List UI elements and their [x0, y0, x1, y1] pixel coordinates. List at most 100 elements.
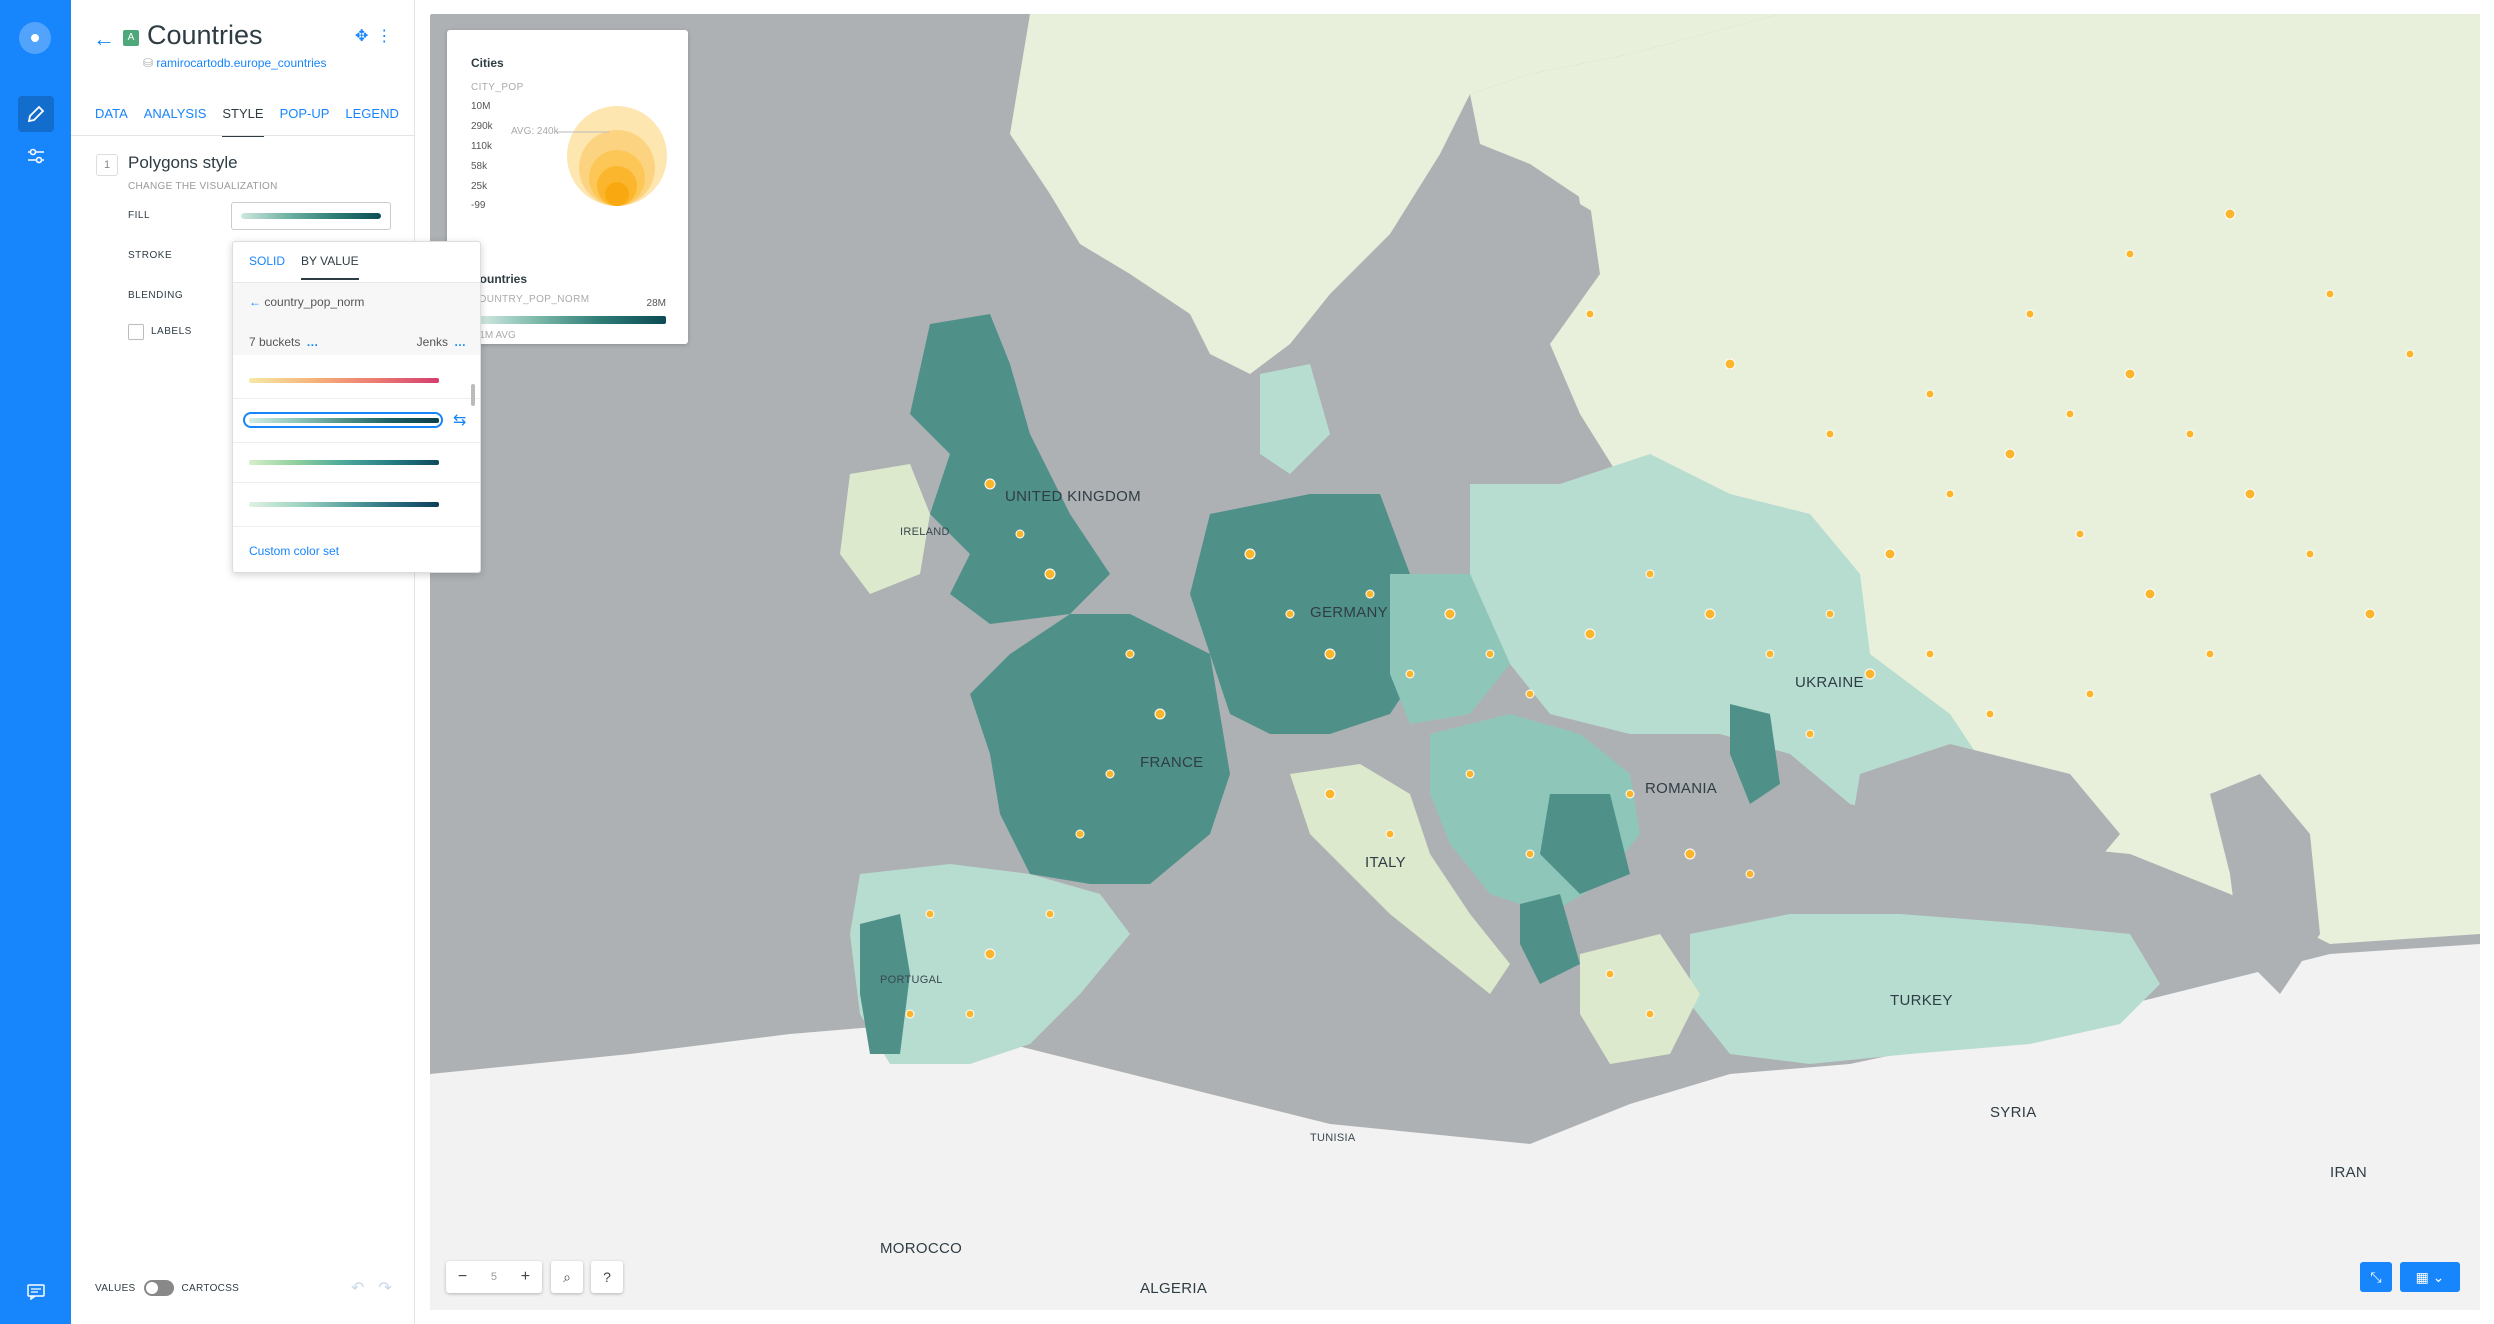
search-icon[interactable]: ⌕: [551, 1261, 583, 1293]
map-svg: [430, 14, 2480, 1310]
map-legend: Cities CITY_POP 10M 290k 110k 58k 25k -9…: [447, 30, 688, 344]
country-turkey: [1690, 914, 2160, 1064]
buckets-selector[interactable]: 7 buckets…: [249, 335, 318, 349]
ramp-divider: [233, 398, 480, 399]
country-moldova: [1730, 704, 1780, 804]
section-title: Polygons style: [128, 153, 238, 172]
scrollbar[interactable]: [471, 384, 475, 406]
country-spain: [850, 864, 1130, 1064]
legend-countries-avg: 1.1M AVG: [471, 330, 516, 341]
color-ramp-option[interactable]: [249, 378, 439, 383]
legend-countries-title: Countries: [471, 272, 528, 286]
fill-ramp-input[interactable]: [231, 202, 391, 230]
sliders-icon[interactable]: [18, 138, 54, 174]
legend-cities-field: CITY_POP: [471, 82, 524, 93]
fill-ramp-preview: [241, 213, 381, 219]
back-arrow-icon[interactable]: ←: [93, 26, 115, 51]
attribute-selector[interactable]: ← country_pop_norm: [249, 295, 364, 309]
fill-label: FILL: [128, 210, 151, 221]
attribute-name: country_pop_norm: [264, 295, 365, 309]
help-icon[interactable]: ?: [591, 1261, 623, 1293]
land-finland: [1570, 44, 1830, 244]
caspian-sea: [2210, 774, 2320, 994]
tab-style[interactable]: STYLE: [222, 106, 264, 137]
redo-icon[interactable]: ↷: [378, 1280, 406, 1297]
legend-value: 10M: [471, 101, 491, 112]
more-icon: …: [454, 335, 466, 349]
map-canvas[interactable]: UNITED KINGDOM IRELAND FRANCE GERMANY IT…: [430, 14, 2480, 1310]
map-label-ukraine: UKRAINE: [1795, 674, 1864, 691]
black-sea: [1850, 744, 2120, 904]
back-arrow-icon: ←: [249, 295, 265, 309]
layer-title[interactable]: Countries: [147, 20, 263, 50]
selected-ramp-outline: [243, 412, 443, 428]
country-france: [970, 614, 1230, 884]
zoom-out-button[interactable]: −: [457, 1268, 468, 1285]
tab-analysis[interactable]: ANALYSIS: [143, 106, 207, 121]
country-greece: [1580, 934, 1700, 1064]
legend-countries-field: COUNTRY_POP_NORM: [471, 294, 590, 305]
labels-checkbox[interactable]: [128, 324, 144, 340]
map-label-algeria: ALGERIA: [1140, 1280, 1208, 1297]
method-label: Jenks: [416, 335, 448, 349]
country-ireland: [840, 464, 930, 594]
country-portugal: [860, 914, 910, 1054]
land-east: [1470, 14, 2480, 944]
map-label-ireland: IRELAND: [900, 526, 950, 538]
legend-value: -99: [471, 200, 486, 211]
custom-color-set-link[interactable]: Custom color set: [249, 544, 340, 558]
more-options-icon[interactable]: ⋮: [376, 28, 401, 45]
country-denmark: [1260, 364, 1330, 474]
map-label-germany: GERMANY: [1310, 604, 1388, 621]
pencil-icon[interactable]: [18, 96, 54, 132]
swap-icon[interactable]: ⇆: [453, 412, 467, 429]
blending-label: BLENDING: [128, 290, 184, 301]
dropdown-tabs: SOLID BY VALUE: [249, 254, 359, 280]
carto-logo-icon[interactable]: [19, 22, 51, 54]
zoom-level: 5: [490, 1271, 498, 1283]
method-selector[interactable]: Jenks …: [417, 335, 466, 349]
ramp-divider: [233, 526, 480, 527]
step-number: 1: [96, 154, 118, 176]
left-rail: [0, 0, 71, 1324]
tab-legend[interactable]: LEGEND: [345, 106, 399, 121]
tabs-divider: [71, 135, 414, 136]
fill-color-dropdown: SOLID BY VALUE ← country_pop_norm 7 buck…: [232, 241, 481, 573]
map-label-syria: SYRIA: [1990, 1104, 2037, 1121]
legend-countries-max: 28M: [646, 298, 666, 309]
ramp-divider: [233, 442, 480, 443]
map-label-turkey: TURKEY: [1890, 992, 1953, 1009]
land-south: [430, 944, 2480, 1310]
buckets-label: 7 buckets: [249, 335, 301, 349]
country-light-east: [1470, 454, 1990, 824]
city-points: [905, 208, 2415, 1019]
header-actions: ✥⋮: [355, 26, 400, 46]
table-view-button[interactable]: ▦ ⌄: [2400, 1262, 2460, 1292]
color-ramp-option[interactable]: [249, 502, 439, 507]
values-label: VALUES: [95, 1282, 136, 1294]
color-ramp-option-selected[interactable]: [249, 418, 439, 423]
tab-data[interactable]: DATA: [95, 106, 128, 121]
stroke-label: STROKE: [128, 250, 173, 261]
country-uk: [910, 314, 1110, 624]
style-panel: ← A Countries ramirocartodb.europe_count…: [71, 0, 415, 1324]
layer-source-link[interactable]: ramirocartodb.europe_countries: [143, 56, 326, 70]
map-label-morocco: MOROCCO: [880, 1240, 963, 1257]
chat-icon[interactable]: [27, 1284, 45, 1305]
zoom-in-button[interactable]: +: [520, 1268, 531, 1285]
section-subtitle: CHANGE THE VISUALIZATION: [128, 181, 278, 192]
cartocss-toggle[interactable]: [143, 1280, 174, 1296]
legend-cities-title: Cities: [471, 56, 504, 70]
move-icon[interactable]: ✥: [355, 28, 377, 45]
undo-icon[interactable]: ↶: [351, 1280, 379, 1297]
tab-solid[interactable]: SOLID: [249, 254, 286, 268]
map-label-portugal: PORTUGAL: [880, 974, 943, 986]
tab-popup[interactable]: POP-UP: [279, 106, 330, 121]
map-label-uk: UNITED KINGDOM: [1005, 488, 1141, 505]
widgets-button[interactable]: ⤡: [2360, 1262, 2392, 1292]
legend-value: 25k: [471, 181, 488, 192]
color-ramp-option[interactable]: [249, 460, 439, 465]
panel-footer: VALUES CARTOCSS: [95, 1280, 239, 1296]
tab-by-value[interactable]: BY VALUE: [301, 254, 359, 280]
